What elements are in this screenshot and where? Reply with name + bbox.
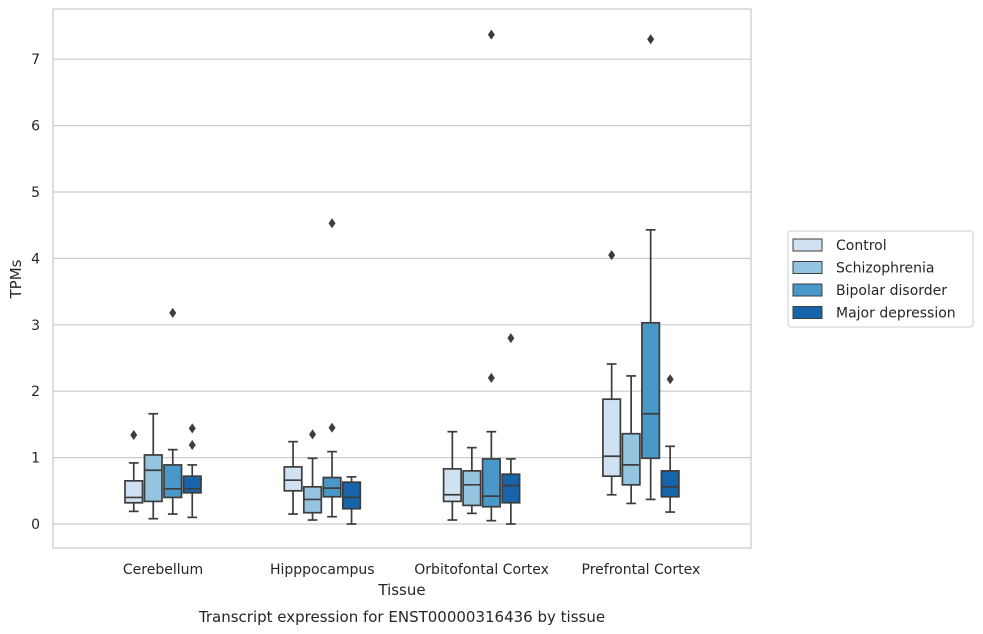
outlier-point	[130, 430, 138, 441]
legend: Control Schizophrenia Bipolar disorder Majo…	[787, 230, 974, 328]
box-plot	[143, 412, 163, 520]
legend-item: Control	[792, 238, 887, 254]
legend-label: Schizophrenia	[836, 261, 934, 277]
iqr-box	[621, 432, 641, 486]
outlier-point	[487, 29, 495, 40]
box-plot	[462, 446, 482, 515]
iqr-box	[283, 466, 303, 492]
outlier-point	[169, 307, 177, 318]
box-plot	[341, 476, 362, 525]
iqr-box	[462, 470, 482, 507]
series-control	[124, 250, 622, 521]
iqr-box	[143, 454, 163, 503]
y-tick-label: 5	[31, 185, 40, 201]
legend-label: Control	[836, 238, 887, 254]
y-tick-label: 3	[31, 318, 40, 334]
box-plot	[660, 374, 680, 513]
box-plot	[182, 423, 202, 519]
outlier-point	[328, 422, 336, 433]
iqr-box	[163, 464, 183, 499]
box-plot	[481, 29, 501, 522]
iqr-box	[322, 476, 342, 498]
chart-caption: Transcript expression for ENST0000031643…	[198, 608, 605, 626]
box-plot	[322, 218, 342, 518]
legend-swatch	[792, 261, 823, 274]
y-tick-label: 2	[31, 384, 40, 400]
legend-item: Schizophrenia	[792, 261, 934, 277]
iqr-box	[641, 321, 661, 460]
legend-item: Bipolar disorder	[792, 283, 947, 299]
box-plot	[442, 430, 462, 521]
box-plot	[302, 429, 323, 521]
legend-item: Major depression	[792, 306, 956, 322]
outlier-point	[507, 333, 515, 344]
legend-frame	[787, 230, 974, 328]
box-plot	[163, 307, 183, 515]
y-axis-label: TPMs	[7, 259, 25, 299]
plot-frame	[52, 8, 752, 549]
iqr-box	[182, 475, 202, 494]
y-tick-label: 7	[31, 52, 40, 68]
series-major-depression	[182, 333, 680, 525]
outlier-point	[188, 423, 196, 434]
outlier-point	[608, 250, 616, 261]
iqr-box	[481, 458, 501, 508]
x-tick-label: Hipppocampus	[270, 562, 375, 578]
legend-label: Major depression	[836, 306, 956, 322]
x-tick-label: Cerebellum	[123, 562, 203, 578]
box-plot	[283, 440, 303, 515]
series-schizophrenia	[143, 375, 641, 521]
y-tick-label: 0	[31, 517, 40, 533]
y-tick-label: 6	[31, 119, 40, 135]
x-tick-label: Orbitofontal Cortex	[414, 562, 549, 578]
outlier-point	[666, 374, 674, 385]
iqr-box	[341, 481, 362, 510]
x-tick-labels: Cerebellum Hipppocampus Orbitofontal Corte…	[123, 562, 700, 578]
legend-swatch	[792, 306, 823, 319]
outlier-point	[328, 218, 336, 229]
box-plot	[124, 430, 144, 513]
series-bipolar-disorder	[163, 29, 661, 522]
box-plot	[621, 375, 641, 505]
y-tick-label: 1	[31, 451, 40, 467]
outlier-point	[309, 429, 317, 440]
x-tick-label: Prefrontal Cortex	[582, 562, 701, 578]
box-plot	[501, 333, 521, 525]
y-tick-labels: 0 1 2 3 4 5 6 7	[31, 52, 40, 533]
box-series	[124, 29, 680, 525]
iqr-box	[442, 468, 462, 503]
legend-swatch	[792, 238, 823, 252]
legend-label: Bipolar disorder	[836, 283, 947, 299]
outlier-point	[188, 439, 196, 450]
y-tick-label: 4	[31, 251, 40, 267]
iqr-box	[501, 473, 521, 504]
iqr-box	[660, 470, 680, 498]
box-plot	[641, 34, 661, 501]
outlier-point	[647, 34, 655, 45]
iqr-box	[124, 479, 144, 504]
x-axis-label: Tissue	[377, 581, 425, 599]
legend-swatch	[792, 283, 823, 297]
iqr-box	[602, 398, 622, 478]
outlier-point	[487, 372, 495, 383]
grid-lines	[53, 58, 751, 525]
box-plot	[602, 250, 622, 496]
